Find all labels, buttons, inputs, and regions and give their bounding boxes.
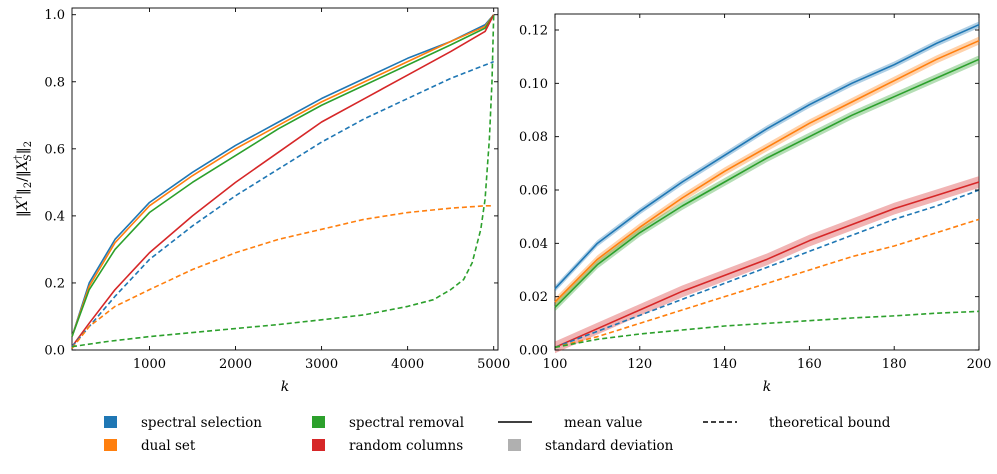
left-y-ticks: 0.0 0.2 0.4 0.6 0.8 1.0 xyxy=(44,8,498,359)
x-tick-label: 160 xyxy=(797,357,822,372)
legend-item-random-columns: random columns xyxy=(312,438,463,454)
right-x-ticks: 100 120 140 160 180 200 xyxy=(543,14,992,372)
series-spectral-selection-bound xyxy=(554,189,980,349)
left-plot-frame xyxy=(71,7,499,351)
y-tick-label: 0.8 xyxy=(44,75,65,90)
y-tick-label: 0.06 xyxy=(519,184,548,199)
legend-item-bound: theoretical bound xyxy=(703,415,891,431)
legend-swatch xyxy=(312,439,325,451)
legend-label: spectral selection xyxy=(141,415,262,431)
x-tick-label: 2000 xyxy=(219,357,252,372)
svg-text:‖X†‖2/‖X†S‖2: ‖X†‖2/‖X†S‖2 xyxy=(13,141,34,217)
series-random-columns xyxy=(554,181,980,349)
y-tick-label: 0.10 xyxy=(519,77,548,92)
right-x-axis-label: k xyxy=(763,379,771,395)
series-spectral-removal-bound xyxy=(71,14,495,348)
x-tick-label: 120 xyxy=(627,357,652,372)
y-tick-label: 1.0 xyxy=(44,8,65,23)
legend-item-spectral-removal: spectral removal xyxy=(312,415,464,431)
series-spectral-removal-bound xyxy=(554,310,980,349)
legend-item-std: standard deviation xyxy=(508,438,674,454)
y-tick-label: 0.0 xyxy=(44,344,65,359)
y-tick-label: 0.12 xyxy=(519,24,548,39)
y-tick-label: 0.6 xyxy=(44,142,65,157)
legend-swatch xyxy=(312,416,325,428)
series-spectral-removal xyxy=(554,58,980,308)
series-dual-set-bound xyxy=(71,205,494,349)
std-band-spectral-removal xyxy=(555,55,979,312)
legend-swatch xyxy=(104,439,117,451)
legend-item-dual-set: dual set xyxy=(104,438,196,454)
right-std-bands xyxy=(555,21,979,354)
left-series-group xyxy=(71,14,495,349)
right-plot-frame xyxy=(554,13,980,351)
legend-swatch xyxy=(508,439,521,451)
series-dual-set xyxy=(71,14,495,337)
y-tick-label: 0.04 xyxy=(519,237,548,252)
legend-swatch xyxy=(104,416,117,428)
y-tick-label: 0.02 xyxy=(519,290,548,305)
left-x-ticks: 1000 2000 3000 4000 5000 xyxy=(133,8,510,372)
series-random-columns xyxy=(71,14,495,348)
legend-label: dual set xyxy=(141,438,196,454)
legend-label: standard deviation xyxy=(545,438,674,454)
right-y-ticks: 0.00 0.02 0.04 0.06 0.08 0.10 0.12 xyxy=(519,24,979,359)
x-tick-label: 180 xyxy=(882,357,907,372)
legend-label: theoretical bound xyxy=(769,415,891,431)
x-tick-label: 5000 xyxy=(477,357,510,372)
legend-label: random columns xyxy=(349,438,463,454)
legend-label: spectral removal xyxy=(349,415,464,431)
series-spectral-selection xyxy=(554,23,980,290)
x-tick-label: 200 xyxy=(967,357,992,372)
series-spectral-selection-bound xyxy=(71,60,494,348)
left-panel: 1000 2000 3000 4000 5000 0.00.20.40.60.81.0 … xyxy=(13,7,510,395)
legend-item-spectral-selection: spectral selection xyxy=(104,415,262,431)
series-dual-set xyxy=(554,39,980,303)
left-x-axis-label: k xyxy=(281,379,289,395)
left-y-axis-label: ‖X†‖2/‖X†S‖2 xyxy=(13,141,34,217)
series-spectral-removal xyxy=(71,14,495,337)
legend-item-mean: mean value xyxy=(498,415,643,431)
x-tick-label: 140 xyxy=(712,357,737,372)
x-tick-label: 4000 xyxy=(391,357,424,372)
series-dual-set-bound xyxy=(554,218,980,349)
legend-label: mean value xyxy=(564,415,643,431)
x-tick-label: 1000 xyxy=(133,357,166,372)
right-panel: 100 120 140 160 180 200 0.000.020.040.060.080… xyxy=(519,13,992,395)
std-band-dual-set xyxy=(555,36,979,307)
y-tick-label: 0.2 xyxy=(44,276,65,291)
legend: spectral selection dual set spectral remov… xyxy=(104,415,891,454)
y-tick-label: 0.00 xyxy=(519,344,548,359)
right-series-group xyxy=(554,23,980,349)
x-tick-label: 100 xyxy=(543,357,568,372)
x-tick-label: 3000 xyxy=(305,357,338,372)
y-tick-label: 0.4 xyxy=(44,209,65,224)
std-band-random-columns xyxy=(555,176,979,354)
y-tick-label: 0.08 xyxy=(519,130,548,145)
